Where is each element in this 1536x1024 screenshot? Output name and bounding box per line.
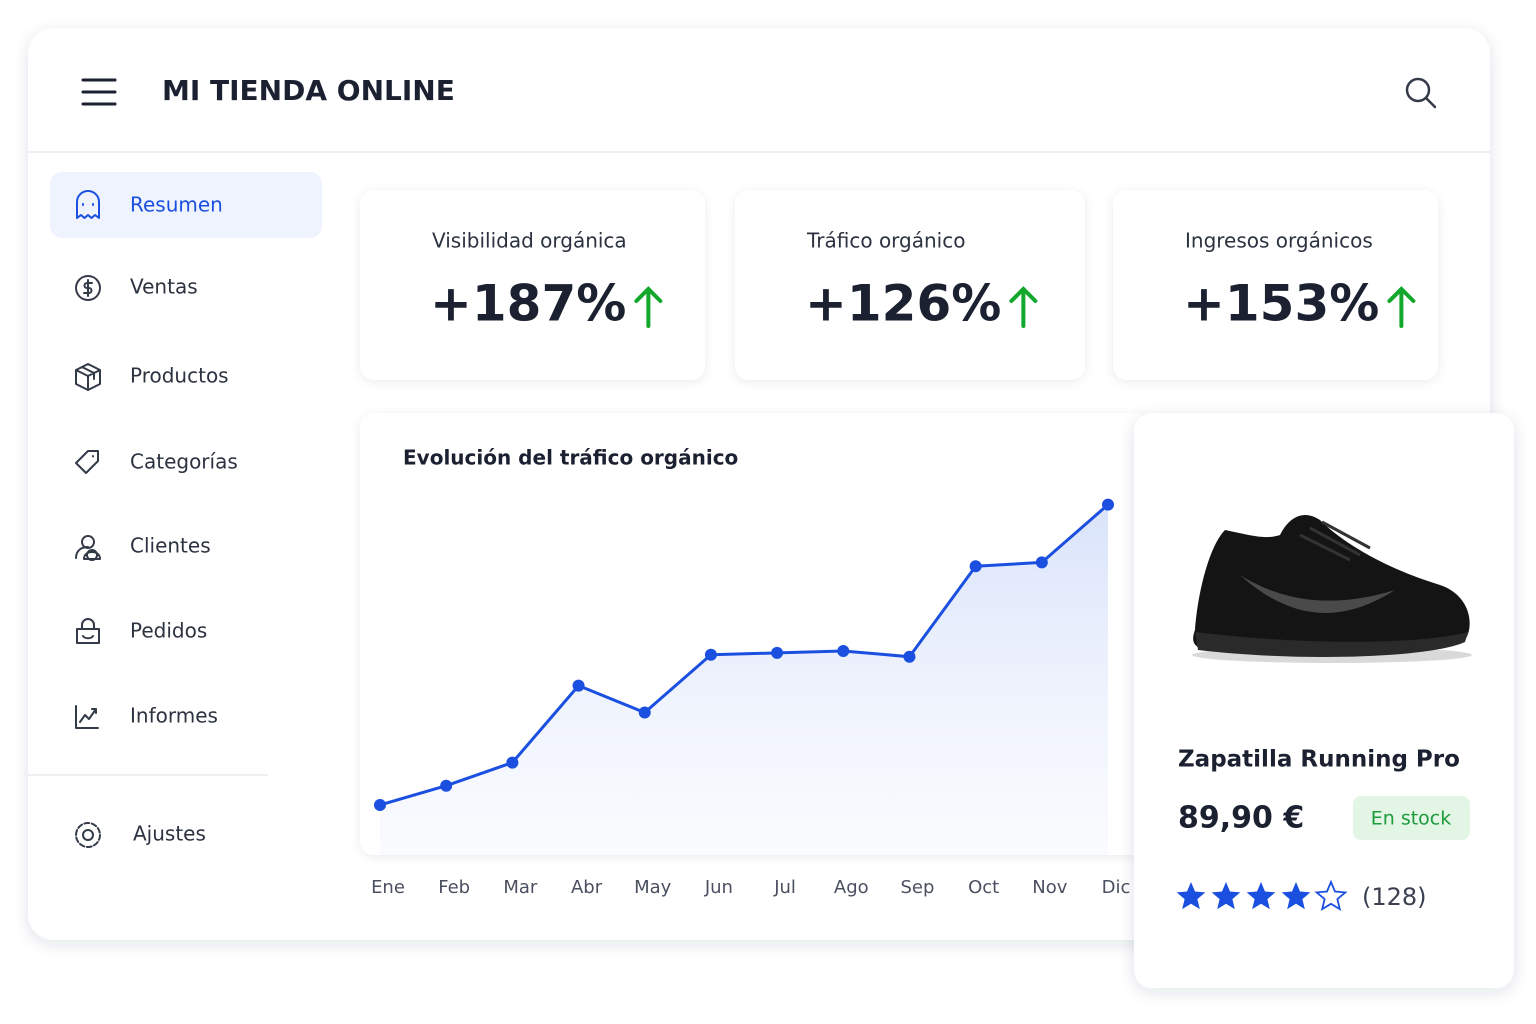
kpi-card: Visibilidad orgánica +187% [360,190,705,380]
product-image [1192,515,1472,663]
nav-label: Productos [130,364,229,388]
x-tick-label: Feb [438,877,470,898]
nav-item[interactable]: Informes [75,704,218,729]
review-count: (128) [1362,883,1427,911]
x-tick-label: Abr [571,877,603,898]
nav-icon [75,450,99,474]
area-fill [380,504,1108,855]
data-point [506,756,519,769]
x-tick-label: May [634,877,672,898]
nav-icon [76,618,100,644]
x-tick-label: Ago [834,877,869,898]
kpi-up-arrow [1387,286,1416,328]
sidebar: Resumen Ventas Productos Categorías Clientes… [50,172,322,729]
nav-icon [75,363,101,391]
star-filled [1211,882,1241,910]
stock-label: En stock [1371,808,1452,830]
star-filled [1246,882,1276,910]
nav-icon [76,190,100,219]
x-tick-label: Ene [371,877,405,898]
data-point [704,648,717,661]
data-point [440,779,453,792]
data-point [1035,556,1048,569]
data-point [903,650,916,663]
nav-active-bg [50,172,322,238]
data-point [969,560,982,573]
nav-icon [75,705,99,729]
nav-icon [75,535,101,561]
star-filled [1176,882,1206,910]
traffic-chart: Ene Feb Mar Abr May Jun Jul Ago Sep Oct Nov Dic [371,498,1131,898]
x-tick-label: Jul [773,877,796,898]
rating [1176,879,1348,911]
product-price: 89,90 € [1178,801,1304,836]
x-tick-label: Jun [704,877,733,898]
kpi-value: +187% [430,275,626,333]
kpi-card-bg [735,190,1085,380]
settings-item[interactable]: Ajustes [75,822,206,848]
kpi-card-bg [1113,190,1438,380]
kpi-card-bg [360,190,705,380]
data-point [374,798,386,811]
nav-item[interactable]: Categorías [75,450,238,474]
x-tick-label: Oct [968,877,999,898]
kpi-value: +153% [1183,275,1379,333]
data-point [638,706,651,719]
kpi-card: Ingresos orgánicos +153% [1113,190,1438,380]
nav-label: Pedidos [130,619,207,643]
data-point [771,646,784,659]
kpi-label: Visibilidad orgánica [432,229,627,253]
x-tick-label: Nov [1032,877,1067,898]
kpi-label: Ingresos orgánicos [1185,229,1373,253]
star-empty [1314,879,1348,911]
kpi-label: Tráfico orgánico [806,229,965,253]
kpi-row: Visibilidad orgánica +187% Tráfico orgánic… [360,190,1438,380]
x-tick-label: Dic [1102,877,1131,898]
settings-label: Ajustes [133,822,206,846]
x-tick-label: Sep [900,877,934,898]
trend-line [379,503,1109,807]
data-point [1102,498,1114,511]
chart-title: Evolución del tráfico orgánico [403,446,738,470]
kpi-card: Tráfico orgánico +126% [735,190,1085,380]
nav-label: Clientes [130,534,211,558]
nav-label: Informes [130,704,218,728]
search-button[interactable] [1405,77,1437,109]
kpi-up-arrow [634,286,663,328]
nav-label: Ventas [130,275,198,299]
data-point [572,679,585,692]
product-name: Zapatilla Running Pro [1178,747,1460,773]
stock-badge [1353,796,1470,840]
kpi-value: +126% [805,275,1001,333]
data-point [837,644,850,657]
star-filled [1281,882,1311,910]
menu-button[interactable] [81,78,117,106]
product-card: Zapatilla Running Pro 89,90 € En stock (… [1134,413,1514,988]
nav-item[interactable]: Productos [75,363,229,391]
x-tick-label: Mar [503,877,538,898]
nav-item[interactable]: Ventas [75,275,198,301]
nav-item[interactable]: Pedidos [76,618,207,644]
store-title: MI TIENDA ONLINE [162,74,455,107]
nav-icon [75,275,101,301]
nav-label: Categorías [130,450,238,474]
nav-label: Resumen [130,193,223,217]
nav-item[interactable]: Clientes [75,534,211,561]
kpi-up-arrow [1009,286,1038,328]
nav-item[interactable]: Resumen [50,172,322,238]
